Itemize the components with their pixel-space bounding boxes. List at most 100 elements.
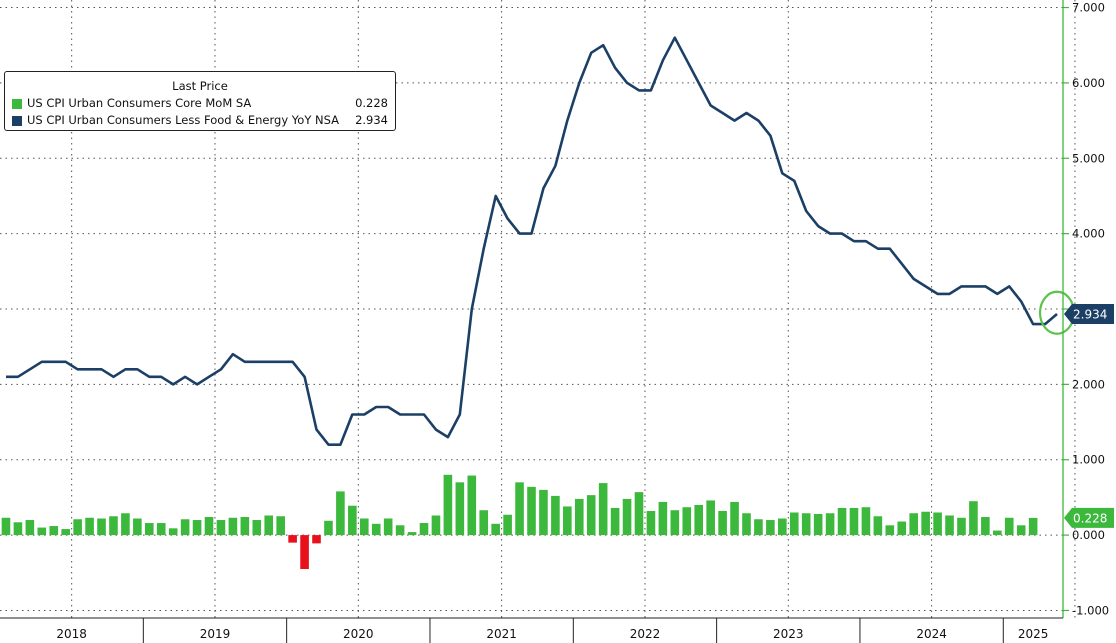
line-series-core-yoy	[6, 36, 1058, 446]
bar	[885, 525, 895, 536]
bar	[789, 512, 799, 536]
bar	[359, 518, 369, 536]
bar	[742, 513, 751, 536]
y-tick-label: -1.000	[1072, 603, 1109, 617]
bar	[778, 518, 787, 536]
x-tick-label: 2018	[56, 627, 87, 641]
bar	[455, 482, 465, 536]
bar	[801, 513, 811, 536]
legend-value: 0.228	[355, 96, 388, 110]
bar	[467, 475, 477, 536]
bar	[192, 520, 202, 536]
bar	[312, 535, 321, 544]
bar	[574, 498, 584, 536]
bar	[670, 510, 680, 536]
bar	[348, 505, 357, 536]
bar	[431, 515, 441, 536]
x-tick-label: 2025	[1018, 627, 1049, 641]
bar	[766, 520, 775, 536]
x-tick-label: 2019	[200, 627, 231, 641]
legend: Last Price US CPI Urban Consumers Core M…	[4, 71, 396, 131]
bar	[718, 510, 727, 536]
bar	[443, 474, 453, 536]
value-tag	[1064, 303, 1114, 324]
bar	[610, 507, 620, 536]
bar	[85, 517, 94, 536]
last-value-tags: 2.934 0.228	[1064, 303, 1114, 528]
bar	[133, 518, 142, 536]
y-tick-label: 5.000	[1072, 151, 1105, 165]
x-tick-label: 2020	[343, 627, 374, 641]
bar	[730, 501, 739, 536]
y-tick-label: 7.000	[1072, 1, 1105, 15]
bar	[658, 501, 668, 536]
bar	[204, 517, 214, 536]
bar	[682, 507, 692, 536]
bar	[634, 492, 644, 536]
bar	[873, 516, 883, 536]
bar	[25, 520, 35, 536]
bar	[13, 522, 23, 536]
bar	[981, 517, 990, 536]
x-tick-label: 2021	[486, 627, 517, 641]
bar	[1016, 525, 1026, 536]
bar	[897, 521, 907, 536]
bar	[144, 523, 154, 536]
legend-item-core-mom: US CPI Urban Consumers Core MoM SA 0.228	[12, 96, 388, 112]
value-tag-label: 0.228	[1073, 511, 1107, 525]
bar	[97, 518, 106, 536]
grid-lines	[0, 0, 1076, 618]
bar	[49, 526, 59, 536]
y-tick-label: 6.000	[1072, 76, 1105, 90]
bar	[861, 507, 871, 536]
value-tag	[1064, 507, 1114, 528]
bar	[419, 523, 429, 536]
bar	[622, 498, 632, 536]
bar	[1, 517, 11, 536]
bar	[109, 516, 118, 536]
legend-swatch-navy	[12, 116, 22, 126]
bar	[73, 519, 82, 536]
bar	[276, 516, 285, 536]
bar	[216, 520, 226, 536]
bar	[300, 535, 309, 570]
bar	[849, 507, 859, 536]
bar	[909, 513, 919, 536]
bar	[993, 530, 1002, 536]
bar	[527, 486, 536, 536]
bar	[383, 518, 393, 536]
bar	[515, 482, 524, 536]
bar	[1028, 517, 1038, 536]
bar	[156, 523, 166, 536]
x-tick-label: 2024	[916, 627, 947, 641]
legend-item-core-yoy: US CPI Urban Consumers Less Food & Energ…	[12, 113, 388, 129]
bar	[61, 529, 70, 536]
bar	[969, 501, 978, 536]
bar	[228, 517, 238, 536]
bar	[837, 507, 847, 536]
y-tick-label: 4.000	[1072, 227, 1105, 241]
bar	[813, 513, 823, 536]
bar	[288, 535, 297, 543]
bar	[336, 491, 345, 536]
bar	[945, 515, 954, 536]
legend-swatch-green	[12, 99, 22, 109]
x-tick-label: 2022	[630, 627, 661, 641]
bar	[121, 513, 130, 536]
bar	[598, 483, 608, 536]
legend-label: US CPI Urban Consumers Less Food & Energ…	[27, 113, 339, 127]
bar	[586, 495, 596, 536]
bar	[491, 523, 500, 536]
bar	[694, 504, 704, 536]
bar	[921, 511, 930, 536]
bar	[706, 500, 715, 536]
bar	[371, 523, 381, 536]
bar	[1004, 517, 1014, 536]
bar	[240, 517, 250, 536]
legend-value: 2.934	[355, 113, 388, 127]
bar	[168, 528, 178, 536]
bar	[563, 506, 572, 536]
legend-header: Last Price	[172, 79, 228, 93]
y-tick-label: 2.000	[1072, 377, 1105, 391]
x-axis: 2018 2019 2020 2021 2022 2023 2024 2025	[56, 618, 1048, 643]
